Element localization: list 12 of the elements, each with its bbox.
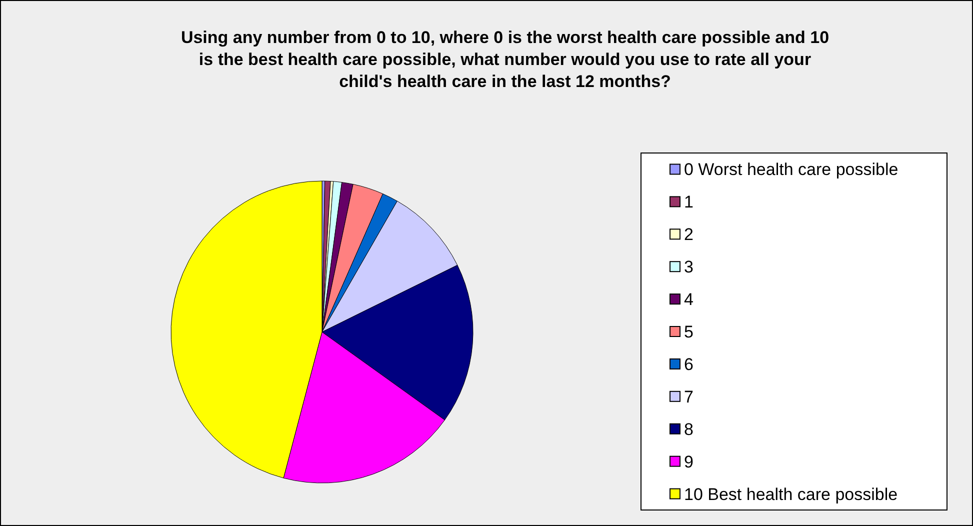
legend-label: 10 Best health care possible [684,484,898,504]
legend-label: 2 [684,225,694,244]
legend-label: 8 [684,420,694,439]
legend-label: 0 Worst health care possible [684,160,898,180]
legend-label: 6 [684,354,694,374]
legend-label: 4 [684,290,694,310]
legend-label: 1 [684,192,694,212]
legend-label: 5 [684,322,694,342]
chart-title: Using any number from 0 to 10, where 0 is the worst health care possible and 10 is the best health care possible, what number would you use to rate all your child's health care in the last 12 months? [180,28,830,91]
legend-label: 7 [684,387,694,406]
legend-label: 3 [684,258,694,277]
legend-label: 9 [684,452,694,472]
